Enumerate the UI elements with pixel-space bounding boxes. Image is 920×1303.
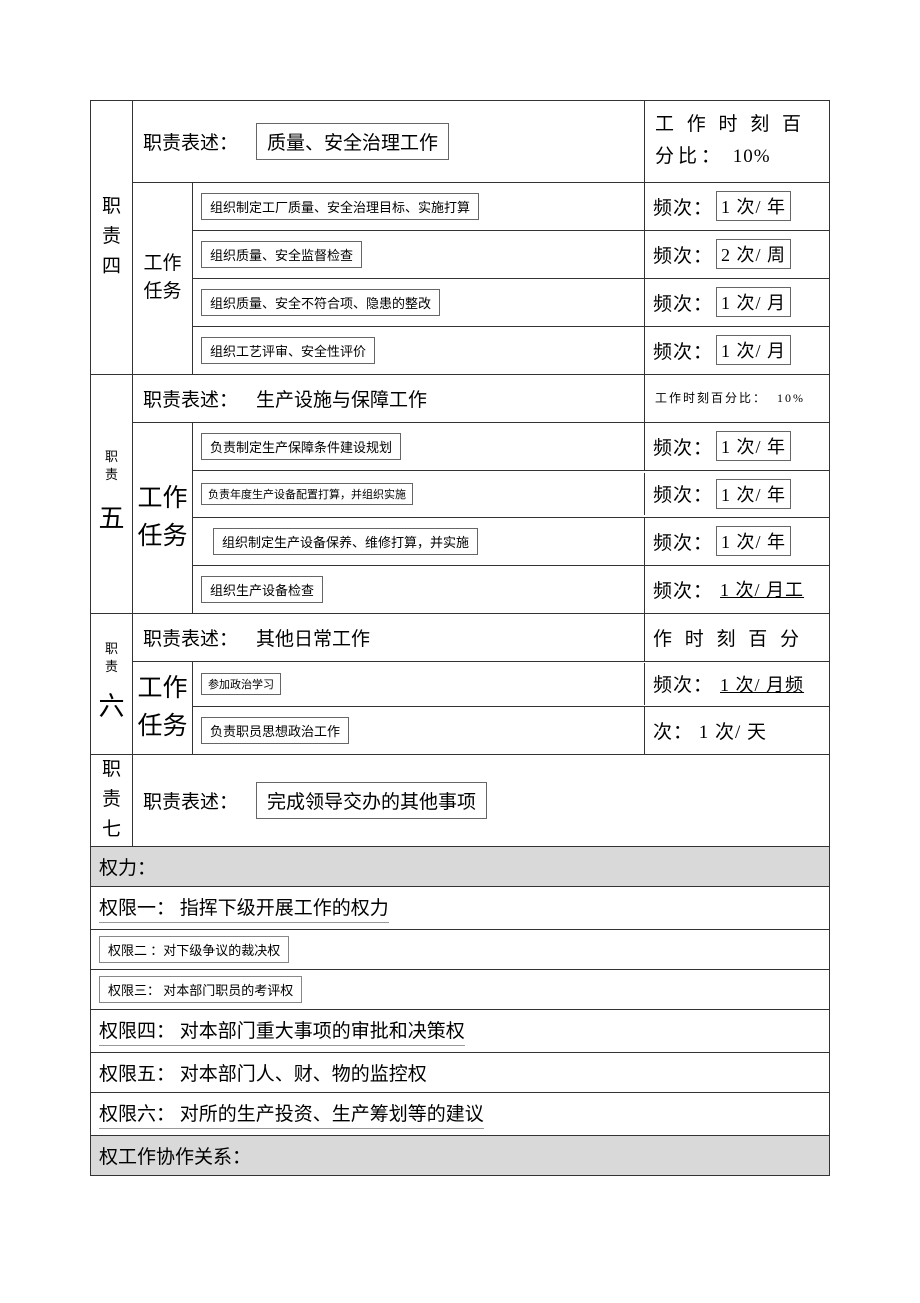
- task-row: 负责职员思想政治工作 次： 1 次/ 天: [193, 707, 829, 754]
- duty-4-block: 职 责 四 职责表述： 质量、安全治理工作 工 作 时 刻 百分比： 10% 工…: [91, 101, 829, 375]
- task-freq: 频次：1 次/ 年: [645, 471, 829, 517]
- task-row: 组织制定工厂质量、安全治理目标、实施打算 频次：1 次/ 年: [193, 183, 829, 231]
- desc-label: 职责表述：: [143, 385, 238, 412]
- duty-6-desc: 其他日常工作: [256, 624, 370, 651]
- document-table: 职 责 四 职责表述： 质量、安全治理工作 工 作 时 刻 百分比： 10% 工…: [90, 100, 830, 1176]
- cooperation-header: 权工作协作关系：: [91, 1136, 829, 1175]
- task-freq: 频次：1 次/ 月: [645, 279, 829, 325]
- duty-5-desc-cell: 职责表述： 生产设施与保障工作: [133, 375, 645, 422]
- power-item: 权限五： 对本部门人、财、物的监控权: [91, 1053, 829, 1093]
- task-freq: 频次：1 次/ 月频: [645, 662, 829, 706]
- task-text: 参加政治学习: [201, 673, 281, 695]
- desc-label: 职责表述：: [143, 787, 238, 814]
- duty-4-desc-cell: 职责表述： 质量、安全治理工作: [133, 101, 645, 182]
- task-text: 组织制定工厂质量、安全治理目标、实施打算: [201, 193, 479, 220]
- duty-4-tasks: 组织制定工厂质量、安全治理目标、实施打算 频次：1 次/ 年 组织质量、安全监督…: [193, 183, 829, 374]
- pct-label: 工 作 时 刻 百分比：: [655, 114, 805, 167]
- duty-5-pct: 工作时刻百分比： 10%: [645, 375, 829, 422]
- task-freq: 频次：1 次/ 月: [645, 327, 829, 373]
- task-freq: 频次：1 次/ 年: [645, 518, 829, 564]
- duty-5-desc: 生产设施与保障工作: [256, 385, 427, 412]
- task-text: 组织生产设备检查: [201, 576, 323, 603]
- duty-4-label: 职 责 四: [91, 101, 133, 374]
- pct-value: 10%: [733, 146, 771, 167]
- task-text: 组织制定生产设备保养、维修打算，并实施: [213, 528, 478, 555]
- pct-label: 作 时 刻 百 分: [653, 624, 803, 651]
- task-label: 工作 任务: [133, 183, 193, 374]
- duty-4-pct: 工 作 时 刻 百分比： 10%: [645, 101, 829, 182]
- task-freq: 频次：2 次/ 周: [645, 231, 829, 277]
- power-item: 权限三： 对本部门职员的考评权: [91, 970, 829, 1010]
- task-row: 组织生产设备检查 频次：1 次/ 月工: [193, 566, 829, 613]
- duty-5-tasks: 负责制定生产保障条件建设规划 频次：1 次/ 年 负责年度生产设备配置打算，并组…: [193, 423, 829, 613]
- power-item: 权限一： 指挥下级开展工作的权力: [91, 887, 829, 930]
- pct-value: 10%: [777, 388, 805, 408]
- task-row: 负责制定生产保障条件建设规划 频次：1 次/ 年: [193, 423, 829, 471]
- task-row: 组织质量、安全监督检查 频次：2 次/ 周: [193, 231, 829, 279]
- duty-4-desc: 质量、安全治理工作: [256, 123, 449, 160]
- duty-6-desc-cell: 职责表述： 其他日常工作: [133, 614, 645, 661]
- task-freq: 频次：1 次/ 月工: [645, 567, 829, 611]
- duty-6-label: 职 责 六: [91, 614, 133, 754]
- power-header: 权力：: [91, 847, 829, 887]
- task-row: 组织工艺评审、安全性评价 频次：1 次/ 月: [193, 327, 829, 374]
- task-row: 组织质量、安全不符合项、隐患的整改 频次：1 次/ 月: [193, 279, 829, 327]
- task-row: 参加政治学习 频次：1 次/ 月频: [193, 662, 829, 707]
- task-text: 负责年度生产设备配置打算，并组织实施: [201, 483, 413, 505]
- task-text: 组织质量、安全不符合项、隐患的整改: [201, 289, 440, 316]
- task-freq: 次： 1 次/ 天: [645, 709, 829, 752]
- task-label: 工作 任务: [133, 423, 193, 613]
- desc-label: 职责表述：: [143, 624, 238, 651]
- duty-6-block: 职 责 六 职责表述： 其他日常工作 作 时 刻 百 分 工作 任务 参加政治学…: [91, 614, 829, 755]
- task-text: 组织工艺评审、安全性评价: [201, 337, 375, 364]
- desc-label: 职责表述：: [143, 128, 238, 155]
- task-text: 负责制定生产保障条件建设规划: [201, 433, 401, 460]
- power-item: 权限二 ：对下级争议的裁决权: [91, 930, 829, 970]
- task-text: 组织质量、安全监督检查: [201, 241, 362, 268]
- pct-label: 工作时刻百分比：: [655, 388, 767, 408]
- duty-7-block: 职 责 七 职责表述： 完成领导交办的其他事项: [91, 755, 829, 847]
- task-text: 负责职员思想政治工作: [201, 717, 349, 744]
- duty-5-block: 职 责 五 职责表述： 生产设施与保障工作 工作时刻百分比： 10% 工作 任务…: [91, 375, 829, 614]
- task-row: 负责年度生产设备配置打算，并组织实施 频次：1 次/ 年: [193, 471, 829, 518]
- task-freq: 频次：1 次/ 年: [645, 423, 829, 469]
- duty-7-desc: 完成领导交办的其他事项: [256, 782, 487, 819]
- power-item: 权限六： 对所的生产投资、生产筹划等的建议: [91, 1093, 829, 1136]
- task-freq: 频次：1 次/ 年: [645, 183, 829, 229]
- duty-7-label: 职 责 七: [91, 755, 133, 846]
- duty-5-label: 职 责 五: [91, 375, 133, 613]
- duty-6-tasks: 参加政治学习 频次：1 次/ 月频 负责职员思想政治工作 次： 1 次/ 天: [193, 662, 829, 754]
- duty-6-pct: 作 时 刻 百 分: [645, 614, 829, 661]
- power-item: 权限四： 对本部门重大事项的审批和决策权: [91, 1010, 829, 1053]
- task-label: 工作 任务: [133, 662, 193, 754]
- task-row: 组织制定生产设备保养、维修打算，并实施 频次：1 次/ 年: [193, 518, 829, 566]
